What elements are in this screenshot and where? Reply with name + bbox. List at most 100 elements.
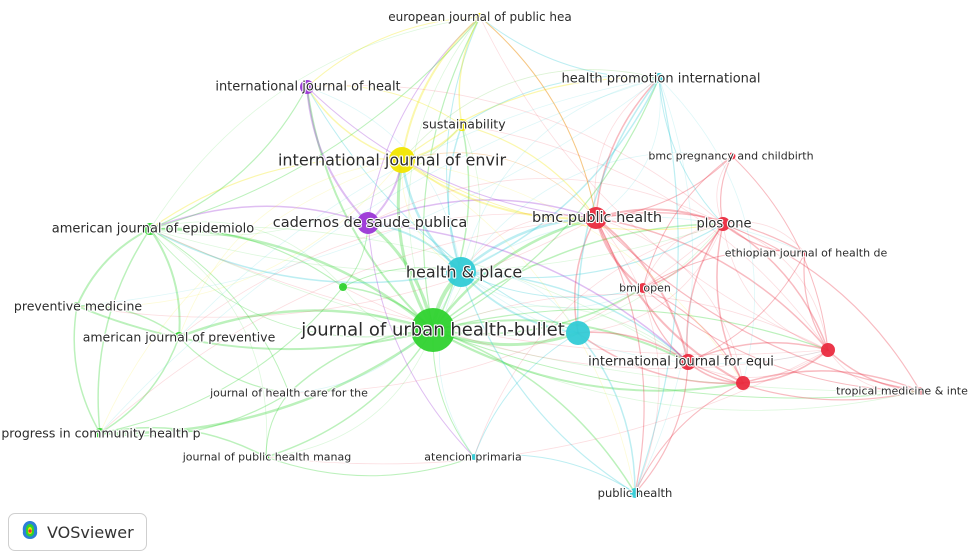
- node-bmjopen[interactable]: [638, 283, 648, 293]
- node-amprev[interactable]: [174, 332, 184, 342]
- edge-hpi-pubhealth: [634, 77, 679, 494]
- node-label-ethiop[interactable]: ethiopian journal of health de: [724, 245, 889, 260]
- edge-cadernos-ijhealt: [306, 86, 369, 224]
- node-label-bmjopen[interactable]: bmj open: [618, 280, 672, 295]
- edge-cadernos-european: [367, 16, 481, 224]
- node-label-ijequi[interactable]: international journal for equi: [587, 353, 775, 370]
- node-label-hpi[interactable]: health promotion international: [560, 70, 761, 87]
- node-european[interactable]: [476, 13, 484, 21]
- node-label-pubhealth[interactable]: public health: [597, 485, 674, 501]
- node-label-progress[interactable]: progress in community health p: [0, 424, 202, 441]
- edge-faint-hplace-ethiop: [460, 216, 806, 273]
- node-label-tropical[interactable]: tropical medicine & inte: [835, 383, 969, 398]
- edge-bmcph-red2: [595, 217, 744, 384]
- edge-faint-redright-jphman: [265, 349, 829, 465]
- edge-ijenvir-ijhealt: [306, 86, 403, 161]
- edge-juh-sustain: [432, 124, 470, 331]
- node-hpi[interactable]: [654, 73, 664, 83]
- node-label-jhcare[interactable]: journal of health care for the: [208, 385, 369, 400]
- edge-hpi-plosone: [658, 77, 724, 225]
- node-pubhealth[interactable]: [630, 488, 640, 498]
- edge-juh-amepi: [148, 227, 435, 332]
- node-redright[interactable]: [821, 343, 835, 357]
- edge-faint-plosone-ethiop: [722, 221, 806, 254]
- node-cadernos[interactable]: [357, 212, 379, 234]
- node-jhcare[interactable]: [286, 390, 292, 396]
- edge-faint-hpi-pubhealth: [634, 77, 694, 494]
- edge-faint-juh-jphman: [265, 329, 434, 458]
- edge-hplace-bmjopen: [460, 271, 644, 298]
- edge-plosone-bmjopen: [642, 223, 724, 289]
- node-label-amepi[interactable]: american journal of epidemiolo: [51, 220, 256, 237]
- edge-juh-tropical: [432, 329, 921, 399]
- node-label-atencion[interactable]: atencion primaria: [423, 449, 523, 464]
- edge-ijequi-pubhealth: [634, 361, 689, 494]
- node-hplace[interactable]: [446, 257, 476, 287]
- node-progress[interactable]: [95, 428, 105, 438]
- edge-faint-hplace-bmcpreg: [460, 152, 733, 273]
- node-tropical[interactable]: [916, 387, 924, 395]
- node-label-bmcpreg[interactable]: bmc pregnancy and childbirth: [647, 148, 814, 163]
- edge-juh-amprev: [177, 309, 435, 339]
- node-jphman[interactable]: [263, 454, 269, 460]
- vosviewer-brand[interactable]: VOSviewer: [8, 513, 147, 551]
- edge-sustain-bmcph: [461, 124, 597, 219]
- edge-ijequi-redright: [687, 341, 829, 363]
- node-label-amprev[interactable]: american journal of preventive: [82, 328, 277, 345]
- edge-hplace-ijequi: [460, 271, 689, 363]
- node-label-jphman[interactable]: journal of public health manag: [181, 449, 353, 464]
- edge-ijequi-tropical: [687, 361, 921, 401]
- node-ethiop[interactable]: [802, 250, 808, 256]
- node-juh[interactable]: [411, 308, 455, 352]
- edge-cadernos-amepi: [149, 205, 369, 230]
- node-bmcpreg[interactable]: [728, 152, 736, 160]
- node-label-hplace[interactable]: health & place: [405, 261, 524, 282]
- node-sustain[interactable]: [456, 119, 468, 131]
- edge-faint-hplace-cyanbig: [460, 271, 579, 334]
- edge-amepi-prevmed: [76, 228, 151, 307]
- edge-faint-juh-plosone: [432, 223, 724, 337]
- node-plosone[interactable]: [716, 217, 730, 231]
- node-label-ijenvir[interactable]: international journal of envir: [277, 149, 508, 170]
- node-ijhealt[interactable]: [300, 80, 314, 94]
- node-label-plosone[interactable]: plos one: [695, 215, 752, 232]
- edge-juh-pubhealth: [432, 329, 636, 494]
- edge-amepi-amprev: [149, 228, 181, 338]
- edge-plosone-tropical: [722, 223, 921, 392]
- node-label-ijhealt[interactable]: international journal of healt: [214, 78, 402, 95]
- node-red2[interactable]: [736, 376, 750, 390]
- edge-faint-amepi-juh: [149, 228, 434, 338]
- edge-faint-bmcph-red2: [595, 217, 744, 384]
- node-label-cadernos[interactable]: cadernos de saude publica: [272, 214, 469, 232]
- node-amepi[interactable]: [144, 223, 156, 235]
- node-label-european[interactable]: european journal of public hea: [387, 9, 573, 25]
- edge-amepi-european: [149, 16, 481, 230]
- node-label-prevmed[interactable]: preventive medicine: [13, 297, 144, 314]
- node-ijenvir[interactable]: [389, 147, 415, 173]
- node-label-sustain[interactable]: sustainability: [421, 115, 507, 132]
- edge-faint-plosone-jhcare: [288, 223, 724, 394]
- edge-progress-gdot: [99, 286, 344, 434]
- edge-faint-hpi-bmcph: [595, 77, 661, 219]
- node-ijequi[interactable]: [680, 354, 696, 370]
- edge-redright-bmcpreg: [731, 155, 829, 351]
- edge-hpi-sustain: [461, 75, 660, 126]
- edge-hplace-bmcph: [459, 216, 598, 274]
- node-cyanbig[interactable]: [566, 321, 590, 345]
- node-label-bmcph[interactable]: bmc public health: [531, 209, 663, 227]
- edge-faint-amepi-ijequi: [149, 226, 689, 363]
- node-gdot[interactable]: [339, 283, 347, 291]
- edge-cadernos-ijequi: [367, 222, 689, 363]
- node-bmcph[interactable]: [585, 207, 607, 229]
- edge-plosone-bmcpreg: [719, 155, 733, 225]
- node-atencion[interactable]: [471, 454, 477, 460]
- edge-faint-amepi-gdot: [149, 221, 344, 288]
- edge-plosone-redright: [722, 223, 829, 351]
- edge-amprev-progress: [99, 336, 180, 434]
- node-prevmed[interactable]: [73, 302, 81, 310]
- node-label-juh[interactable]: journal of urban health-bullet: [299, 318, 566, 341]
- edge-faint-hpi-ijenvir: [401, 69, 660, 161]
- edge-faint-amepi-plosone: [149, 223, 724, 272]
